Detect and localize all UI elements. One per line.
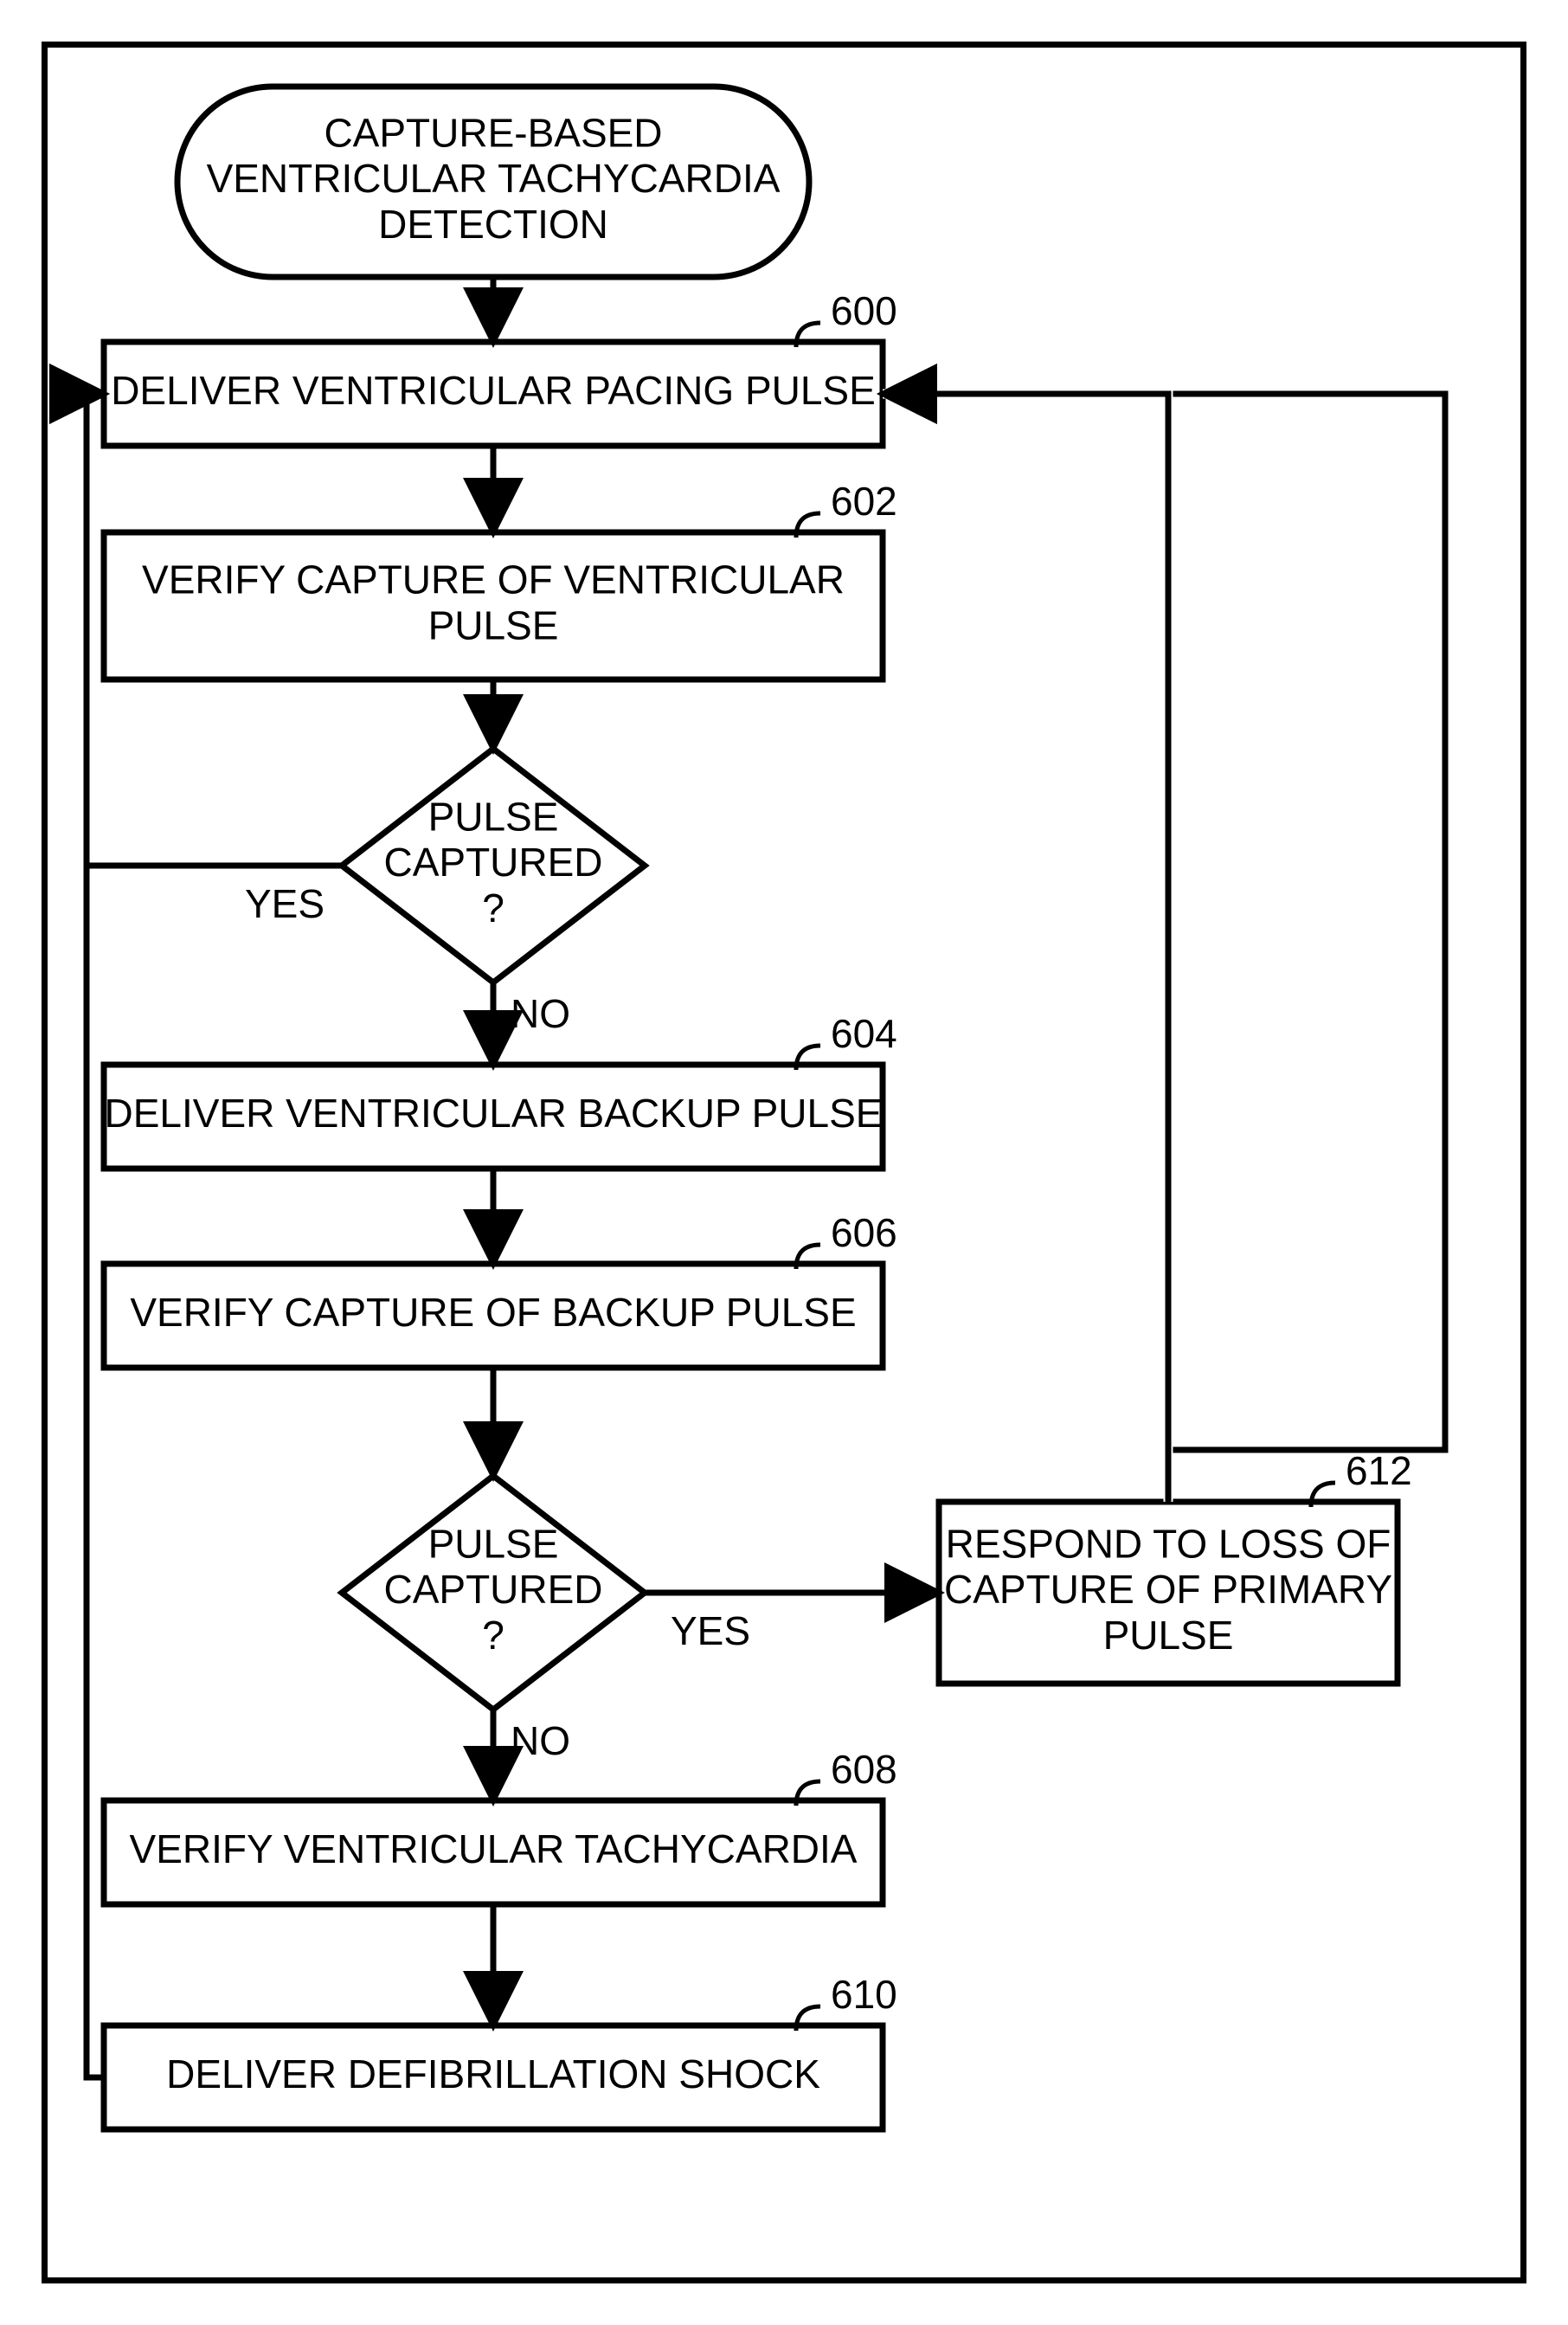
ref-610: 610	[831, 1972, 897, 2017]
edge-d1-n600	[87, 394, 342, 866]
ref-604: 604	[831, 1011, 897, 1056]
node-n612-line0: RESPOND TO LOSS OF	[946, 1521, 1391, 1566]
node-n606: VERIFY CAPTURE OF BACKUP PULSE 606	[104, 1210, 897, 1368]
ref-602: 602	[831, 479, 897, 524]
flowchart-svg: CAPTURE-BASEDVENTRICULAR TACHYCARDIADETE…	[0, 0, 1568, 2325]
edge-d1-n600-label: YES	[245, 881, 325, 926]
node-n600-line0: DELIVER VENTRICULAR PACING PULSE	[111, 368, 876, 413]
node-n610-line0: DELIVER DEFIBRILLATION SHOCK	[166, 2051, 820, 2096]
ref-606: 606	[831, 1210, 897, 1255]
node-d1-line0: PULSE	[428, 794, 559, 839]
node-d1-line2: ?	[482, 886, 504, 931]
node-n608: VERIFY VENTRICULAR TACHYCARDIA 608	[104, 1747, 897, 1904]
node-start-line1: VENTRICULAR TACHYCARDIA	[207, 156, 781, 201]
edge-n612-n600-clean	[883, 394, 1168, 1502]
ref-612: 612	[1346, 1448, 1412, 1493]
node-d2-line0: PULSE	[428, 1521, 559, 1566]
node-n612: RESPOND TO LOSS OFCAPTURE OF PRIMARYPULS…	[939, 1448, 1412, 1684]
node-n610: DELIVER DEFIBRILLATION SHOCK610	[104, 1972, 897, 2129]
node-n608-line0: VERIFY VENTRICULAR TACHYCARDIA	[130, 1826, 858, 1871]
node-n602: VERIFY CAPTURE OF VENTRICULARPULSE 602	[104, 479, 897, 679]
edge-d1-n604-label: NO	[511, 991, 570, 1036]
node-n606-line0: VERIFY CAPTURE OF BACKUP PULSE	[130, 1290, 856, 1335]
node-n600: DELIVER VENTRICULAR PACING PULSE 600	[104, 288, 897, 446]
ref-608: 608	[831, 1747, 897, 1792]
node-n602-line1: PULSE	[428, 603, 559, 648]
node-n604-line0: DELIVER VENTRICULAR BACKUP PULSE	[105, 1091, 883, 1136]
node-start-line0: CAPTURE-BASED	[324, 110, 662, 155]
ref-600: 600	[831, 288, 897, 333]
node-start: CAPTURE-BASEDVENTRICULAR TACHYCARDIADETE…	[177, 87, 809, 277]
node-d1: PULSECAPTURED?	[342, 749, 645, 982]
node-n602-line0: VERIFY CAPTURE OF VENTRICULAR	[142, 557, 845, 602]
node-n612-line1: CAPTURE OF PRIMARY	[944, 1567, 1392, 1612]
node-start-line2: DETECTION	[378, 202, 608, 247]
flowchart-canvas: CAPTURE-BASEDVENTRICULAR TACHYCARDIADETE…	[0, 0, 1568, 2325]
node-d2: PULSECAPTURED?	[342, 1476, 645, 1710]
edge-d2-n612-label: YES	[671, 1608, 750, 1653]
node-n604: DELIVER VENTRICULAR BACKUP PULSE 604	[104, 1011, 897, 1169]
node-n612-line2: PULSE	[1103, 1613, 1234, 1658]
node-d1-line1: CAPTURED	[383, 840, 602, 885]
node-d2-line1: CAPTURED	[383, 1567, 602, 1612]
edge-d2-n608-label: NO	[511, 1718, 570, 1763]
node-d2-line2: ?	[482, 1613, 504, 1658]
